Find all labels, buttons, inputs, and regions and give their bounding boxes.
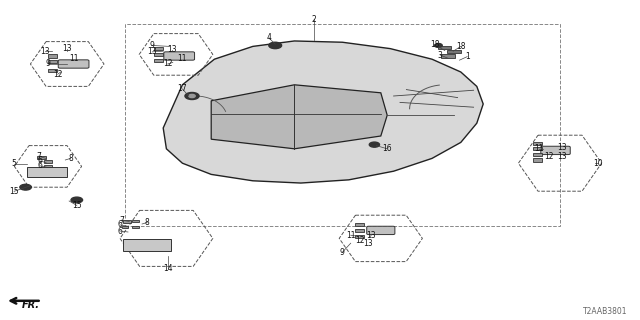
Bar [438, 46, 451, 49]
Text: FR.: FR. [22, 300, 40, 310]
Text: 13: 13 [366, 231, 376, 240]
Bar [48, 69, 57, 72]
Bar [44, 160, 51, 163]
Bar [132, 226, 139, 228]
Bar [355, 223, 364, 226]
Text: 16: 16 [382, 144, 392, 153]
Bar [533, 158, 542, 162]
Text: 6: 6 [37, 156, 42, 165]
Text: 6: 6 [118, 220, 123, 229]
Text: 1: 1 [465, 52, 470, 61]
Text: 10: 10 [593, 159, 604, 168]
Bar [355, 235, 364, 238]
Text: 18: 18 [431, 40, 440, 49]
Text: 6: 6 [118, 227, 123, 236]
Text: 9: 9 [149, 41, 154, 50]
Text: 17: 17 [177, 84, 188, 93]
Text: 12: 12 [545, 152, 554, 161]
Bar [154, 47, 163, 50]
Circle shape [189, 94, 195, 98]
Text: T2AAB3801: T2AAB3801 [582, 308, 627, 316]
Bar [533, 153, 542, 156]
Text: 13: 13 [147, 47, 157, 56]
Text: 6: 6 [37, 161, 42, 170]
Text: 13: 13 [40, 47, 50, 56]
Text: 8: 8 [145, 218, 150, 227]
Text: 12: 12 [355, 236, 364, 245]
Text: 18: 18 [456, 42, 465, 51]
Text: 13: 13 [166, 45, 177, 54]
Text: 13: 13 [363, 239, 373, 248]
Bar [355, 229, 364, 232]
Circle shape [71, 197, 83, 203]
Circle shape [369, 142, 380, 147]
Text: 13: 13 [62, 44, 72, 53]
Text: 11: 11 [178, 54, 187, 63]
Text: 15: 15 [72, 201, 82, 210]
Bar [123, 220, 131, 223]
Text: 13: 13 [557, 143, 567, 152]
Text: 2: 2 [311, 15, 316, 24]
FancyBboxPatch shape [541, 146, 570, 155]
Circle shape [435, 44, 442, 47]
Text: 12: 12 [163, 60, 172, 68]
FancyBboxPatch shape [58, 60, 89, 68]
Bar [48, 54, 57, 58]
Bar [122, 226, 128, 228]
Bar [441, 54, 455, 58]
Text: 5: 5 [12, 159, 17, 168]
Text: 14: 14 [163, 264, 173, 273]
Bar [38, 156, 46, 159]
FancyBboxPatch shape [164, 52, 195, 60]
Text: 11: 11 [69, 54, 78, 63]
Text: 15: 15 [9, 187, 19, 196]
Text: 11: 11 [534, 144, 543, 153]
Text: 12: 12 [53, 70, 62, 79]
Text: 4: 4 [266, 33, 271, 42]
Bar [533, 147, 542, 150]
Circle shape [269, 42, 282, 49]
Text: 9: 9 [340, 248, 345, 257]
Text: 9: 9 [45, 60, 51, 68]
Bar [447, 50, 461, 53]
Text: 13: 13 [557, 152, 567, 161]
Polygon shape [211, 85, 387, 149]
Text: 8: 8 [68, 154, 73, 163]
Circle shape [20, 184, 31, 190]
Bar [154, 53, 163, 56]
Bar [154, 59, 163, 62]
Text: 11: 11 [346, 231, 355, 240]
Text: 7: 7 [119, 216, 124, 225]
FancyBboxPatch shape [367, 226, 395, 235]
Bar [132, 220, 139, 222]
Bar [533, 142, 542, 145]
Polygon shape [163, 41, 483, 183]
Bar [48, 60, 57, 63]
Bar [123, 239, 171, 251]
Text: 7: 7 [36, 152, 41, 161]
Bar [27, 167, 67, 177]
Bar [44, 165, 51, 167]
Text: 3: 3 [438, 51, 443, 60]
Circle shape [185, 92, 199, 100]
